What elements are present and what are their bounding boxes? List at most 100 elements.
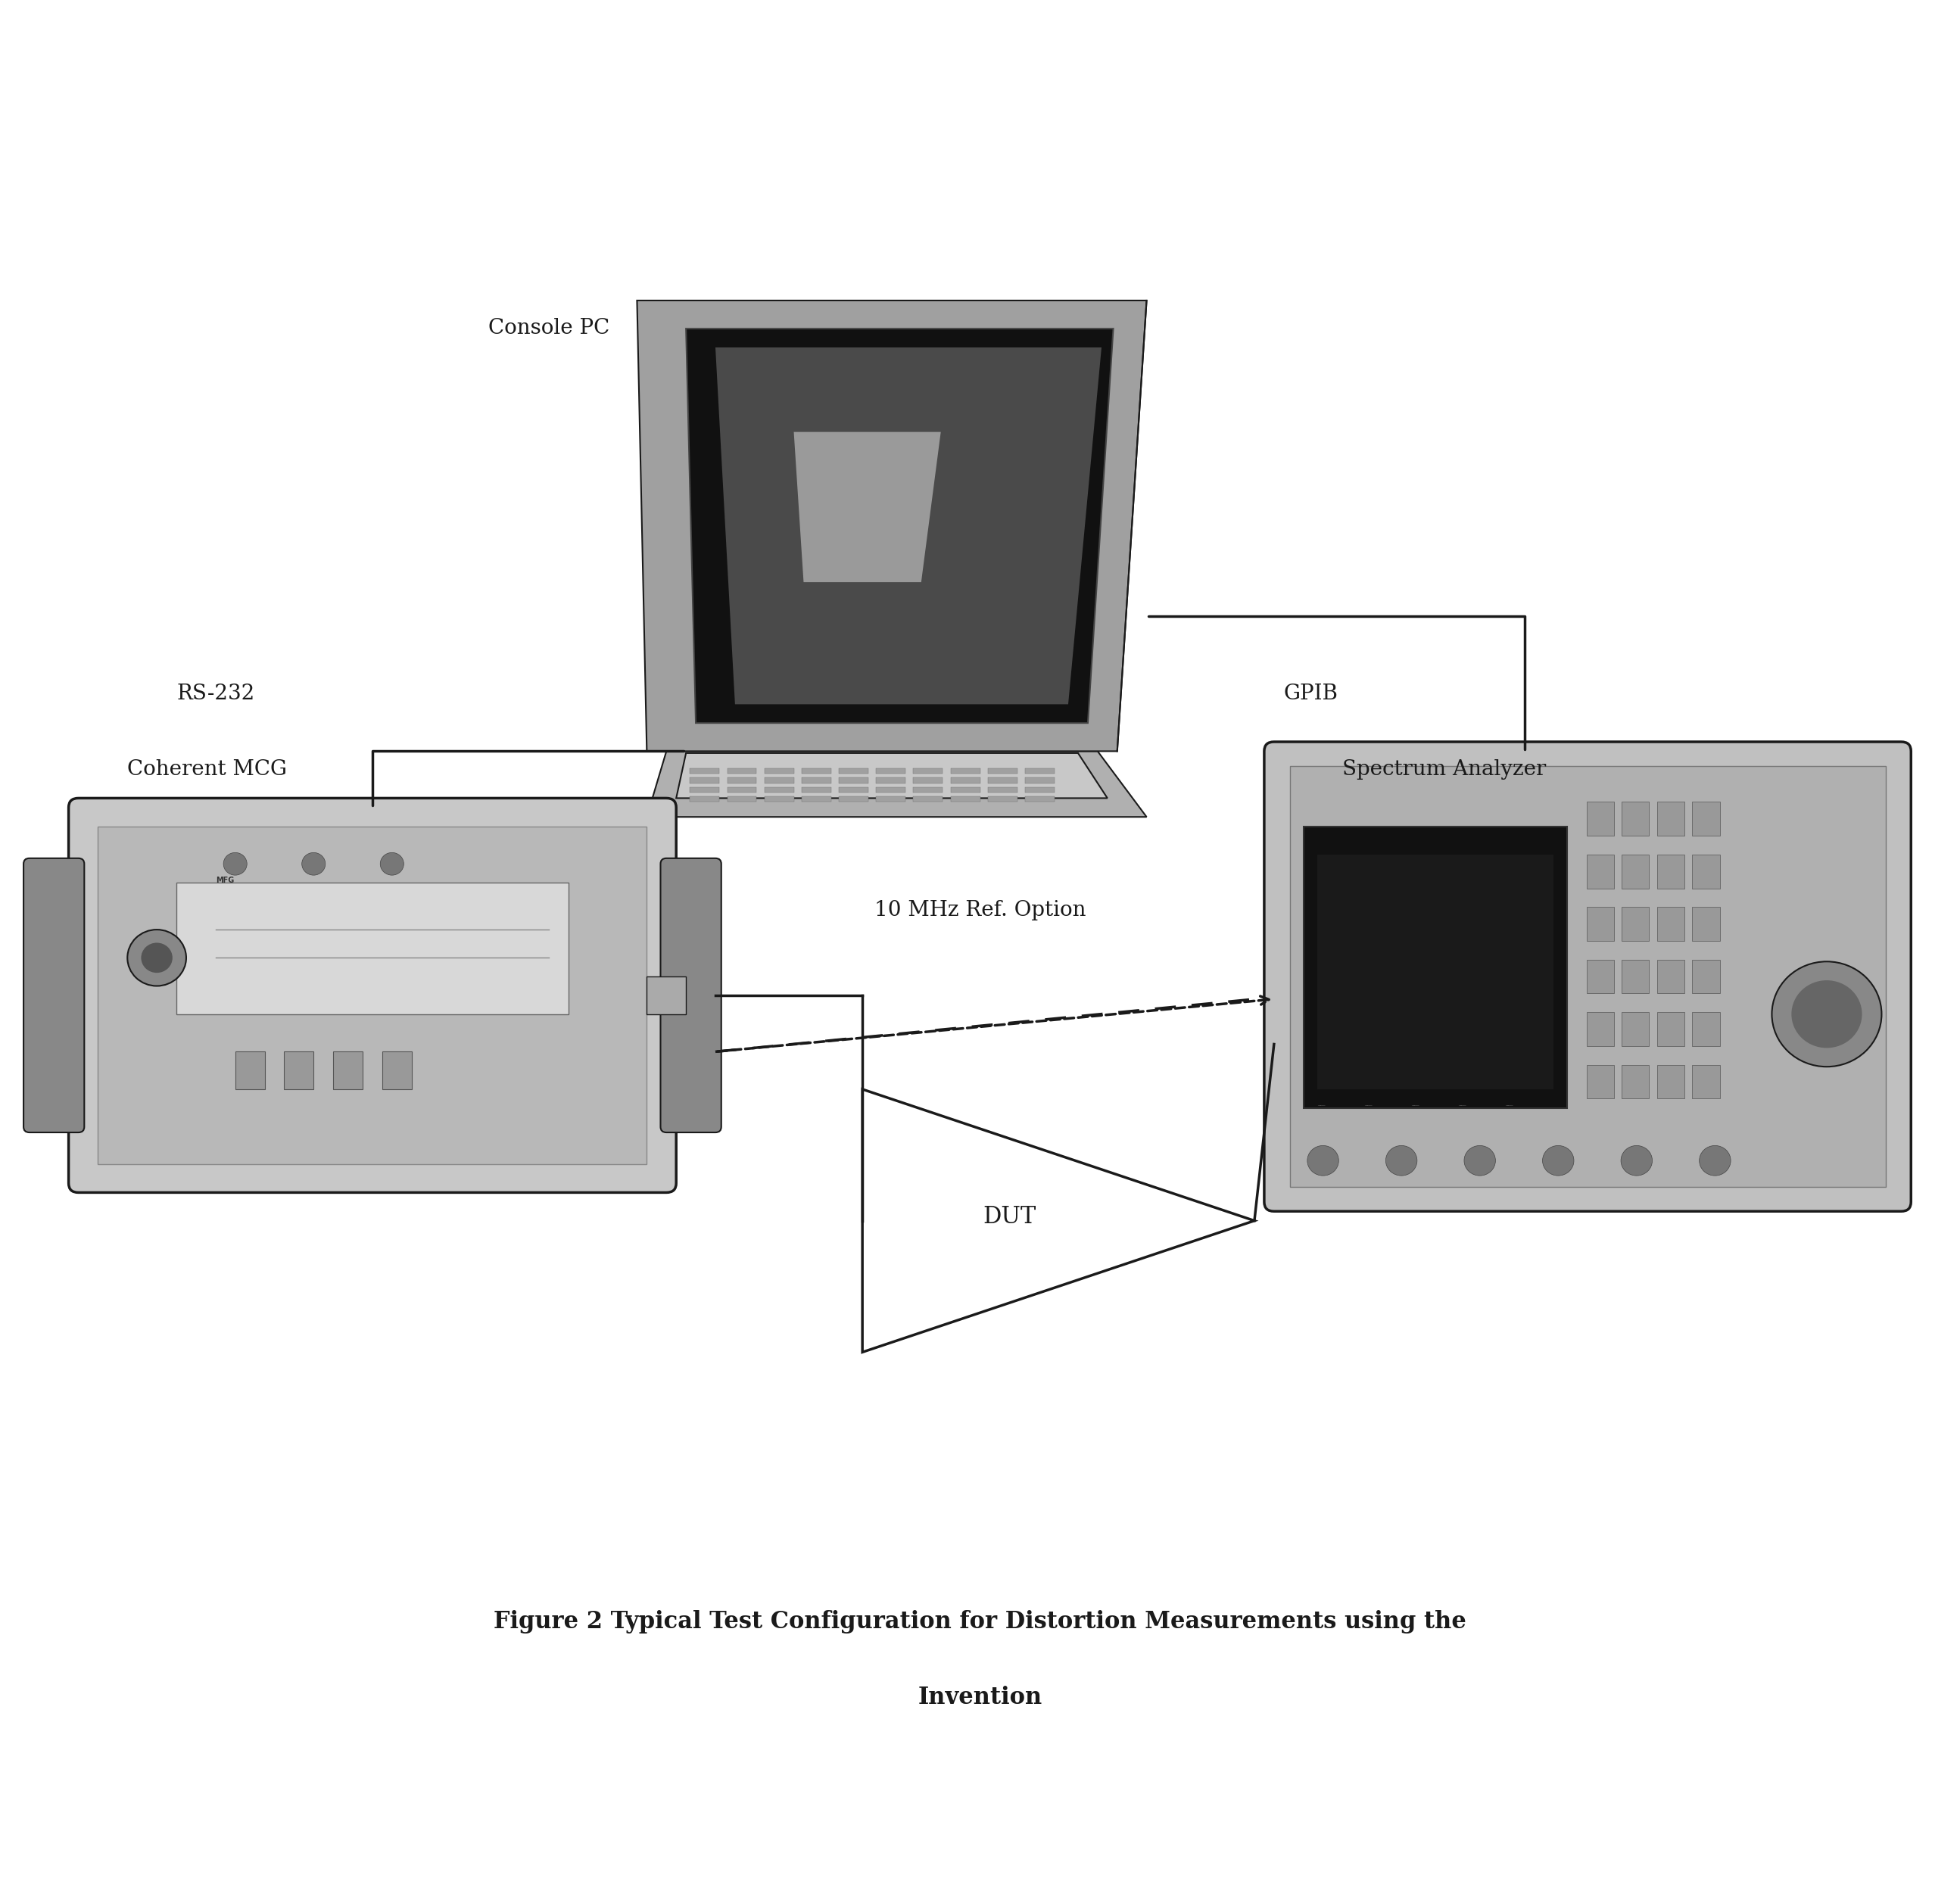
Bar bbox=[802, 768, 831, 774]
Bar bbox=[876, 768, 906, 774]
Bar bbox=[1656, 907, 1684, 941]
Text: ___: ___ bbox=[1458, 1101, 1466, 1106]
Bar bbox=[1621, 1012, 1648, 1046]
Text: ___: ___ bbox=[1505, 1101, 1513, 1106]
Circle shape bbox=[1699, 1146, 1731, 1176]
Bar bbox=[690, 768, 719, 774]
Bar bbox=[1586, 1012, 1613, 1046]
Bar bbox=[1586, 960, 1613, 993]
Bar bbox=[1025, 787, 1054, 793]
Bar bbox=[1621, 802, 1648, 836]
Polygon shape bbox=[686, 329, 1113, 723]
Circle shape bbox=[1772, 962, 1882, 1067]
Bar bbox=[839, 768, 868, 774]
Bar bbox=[839, 777, 868, 783]
Bar bbox=[951, 796, 980, 802]
Bar bbox=[913, 796, 943, 802]
Bar bbox=[176, 883, 568, 1014]
Bar bbox=[988, 777, 1017, 783]
Polygon shape bbox=[715, 347, 1102, 704]
Bar bbox=[764, 796, 794, 802]
Bar bbox=[1025, 796, 1054, 802]
Bar bbox=[913, 777, 943, 783]
Bar bbox=[1317, 854, 1552, 1089]
Circle shape bbox=[223, 853, 247, 875]
Bar bbox=[235, 1052, 265, 1089]
Bar bbox=[1621, 960, 1648, 993]
Bar bbox=[802, 787, 831, 793]
Polygon shape bbox=[637, 300, 1147, 751]
Bar bbox=[802, 796, 831, 802]
Bar bbox=[1691, 907, 1719, 941]
Circle shape bbox=[1543, 1146, 1574, 1176]
Bar bbox=[284, 1052, 314, 1089]
Bar bbox=[839, 787, 868, 793]
Circle shape bbox=[141, 943, 172, 973]
Bar bbox=[764, 777, 794, 783]
Polygon shape bbox=[647, 751, 1147, 817]
Circle shape bbox=[1621, 1146, 1652, 1176]
Text: DUT: DUT bbox=[982, 1206, 1037, 1228]
Bar bbox=[690, 796, 719, 802]
Text: Console PC: Console PC bbox=[488, 317, 610, 338]
Bar bbox=[727, 777, 757, 783]
Circle shape bbox=[1386, 1146, 1417, 1176]
Bar bbox=[382, 1052, 412, 1089]
Bar bbox=[876, 796, 906, 802]
Circle shape bbox=[302, 853, 325, 875]
Text: ___: ___ bbox=[1317, 1101, 1325, 1106]
Text: Coherent MCG: Coherent MCG bbox=[127, 759, 286, 779]
Bar bbox=[1025, 768, 1054, 774]
FancyBboxPatch shape bbox=[24, 858, 84, 1132]
Bar bbox=[1621, 854, 1648, 888]
Circle shape bbox=[127, 930, 186, 986]
Bar bbox=[1586, 802, 1613, 836]
Text: Figure 2 Typical Test Configuration for Distortion Measurements using the: Figure 2 Typical Test Configuration for … bbox=[494, 1611, 1466, 1634]
Circle shape bbox=[1791, 980, 1862, 1048]
Bar bbox=[839, 796, 868, 802]
Bar bbox=[727, 787, 757, 793]
Bar bbox=[1290, 766, 1886, 1187]
Circle shape bbox=[380, 853, 404, 875]
Text: Spectrum Analyzer: Spectrum Analyzer bbox=[1343, 759, 1546, 779]
Bar bbox=[1656, 960, 1684, 993]
FancyBboxPatch shape bbox=[69, 798, 676, 1193]
Bar bbox=[1025, 777, 1054, 783]
Bar bbox=[1691, 1065, 1719, 1099]
Bar bbox=[1656, 854, 1684, 888]
Polygon shape bbox=[862, 1089, 1254, 1352]
Text: Invention: Invention bbox=[917, 1686, 1043, 1709]
Bar bbox=[647, 977, 686, 1014]
Polygon shape bbox=[794, 432, 941, 582]
Text: RS-232: RS-232 bbox=[176, 684, 255, 704]
Bar bbox=[1586, 1065, 1613, 1099]
Bar bbox=[727, 796, 757, 802]
Bar bbox=[876, 777, 906, 783]
Bar bbox=[690, 787, 719, 793]
Bar bbox=[98, 826, 647, 1164]
FancyBboxPatch shape bbox=[661, 858, 721, 1132]
Text: GPIB: GPIB bbox=[1284, 684, 1339, 704]
Bar bbox=[1656, 1065, 1684, 1099]
Bar bbox=[1691, 802, 1719, 836]
Bar bbox=[988, 787, 1017, 793]
Bar bbox=[913, 787, 943, 793]
Bar bbox=[988, 796, 1017, 802]
Bar bbox=[727, 768, 757, 774]
Bar bbox=[1691, 1012, 1719, 1046]
Bar bbox=[1656, 1012, 1684, 1046]
Bar bbox=[1586, 854, 1613, 888]
Bar bbox=[988, 768, 1017, 774]
Text: 10 MHz Ref. Option: 10 MHz Ref. Option bbox=[874, 900, 1086, 920]
Bar bbox=[333, 1052, 363, 1089]
Circle shape bbox=[1307, 1146, 1339, 1176]
Bar bbox=[876, 787, 906, 793]
Bar bbox=[1691, 960, 1719, 993]
Bar bbox=[1656, 802, 1684, 836]
Bar bbox=[1586, 907, 1613, 941]
Bar bbox=[690, 777, 719, 783]
Bar bbox=[802, 777, 831, 783]
Bar bbox=[1621, 1065, 1648, 1099]
Bar bbox=[1691, 854, 1719, 888]
Bar bbox=[764, 768, 794, 774]
